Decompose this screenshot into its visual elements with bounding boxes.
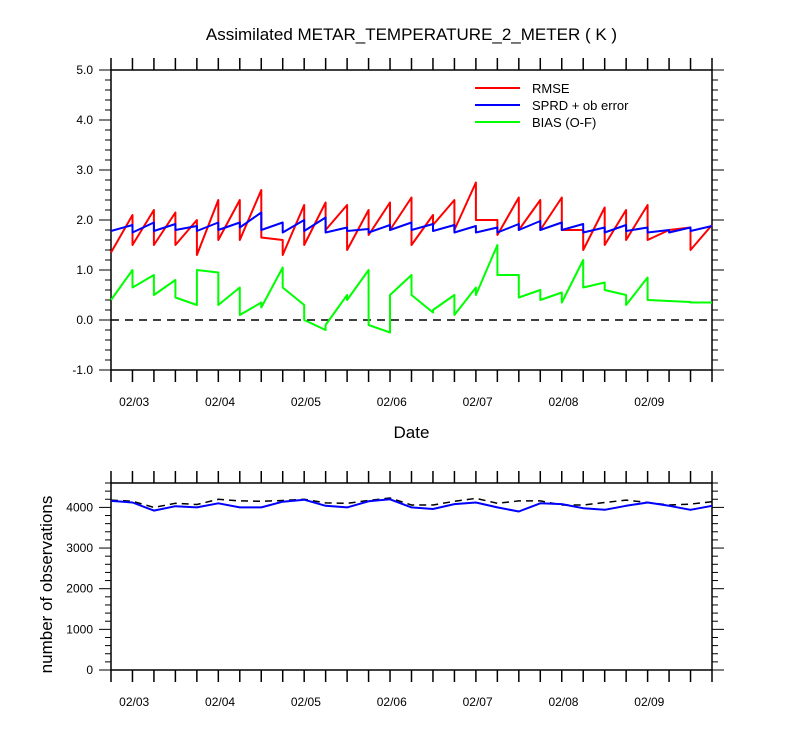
top-series-rmse [110,181,713,256]
top-x-tick-label: 02/07 [463,395,493,409]
bottom-series-obs-used [110,498,713,513]
top-x-tick-label: 02/04 [205,395,235,409]
bottom-y-tick-label: 4000 [66,500,93,514]
top-x-tick-label: 02/05 [291,395,321,409]
bottom-x-tick-label: 02/03 [119,695,149,709]
top-y-tick-label: -1.0 [72,363,93,377]
top-y-tick-label: 2.0 [76,213,93,227]
top-y-tick-label: 3.0 [76,163,93,177]
bottom-x-tick-label: 02/04 [205,695,235,709]
top-y-tick-label: 1.0 [76,263,93,277]
bottom-x-tick-label: 02/08 [548,695,578,709]
bottom-y-tick-label: 0 [86,663,93,677]
bottom-chart: 02/03 02/04 02/05 02/06 02/07 02/08 02/09 0 1000… [37,471,724,709]
top-x-tick-label: 02/03 [119,395,149,409]
top-chart: 02/03 02/04 02/05 02/06 02/07 02/08 02/09 -1.0 0… [72,25,724,442]
bottom-series-obs-possible [110,497,713,509]
legend-label-0: RMSE [532,81,570,96]
chart-title: Assimilated METAR_TEMPERATURE_2_METER ( … [206,25,617,44]
bottom-x-tick-label: 02/05 [291,695,321,709]
bottom-y-tick-label: 2000 [66,582,93,596]
legend-label-2: BIAS (O-F) [532,115,596,130]
top-x-tick-label: 02/06 [377,395,407,409]
top-x-tick-label: 02/08 [548,395,578,409]
top-y-tick-label: 4.0 [76,113,93,127]
x-axis-title: Date [394,423,430,442]
y-axis-title: number of observations [37,496,56,674]
top-series-sprd-ob-error [110,211,713,234]
bottom-x-tick-label: 02/07 [463,695,493,709]
top-y-tick-label: 5.0 [76,63,93,77]
bottom-x-tick-label: 02/06 [377,695,407,709]
top-series-bias-o-f [110,244,712,334]
top-y-tick-label: 0.0 [76,313,93,327]
bottom-y-tick-label: 3000 [66,541,93,555]
top-x-tick-label: 02/09 [634,395,664,409]
legend-label-1: SPRD + ob error [532,98,629,113]
bottom-x-tick-label: 02/09 [634,695,664,709]
bottom-plot-frame [110,482,713,671]
bottom-y-tick-label: 1000 [66,622,93,636]
